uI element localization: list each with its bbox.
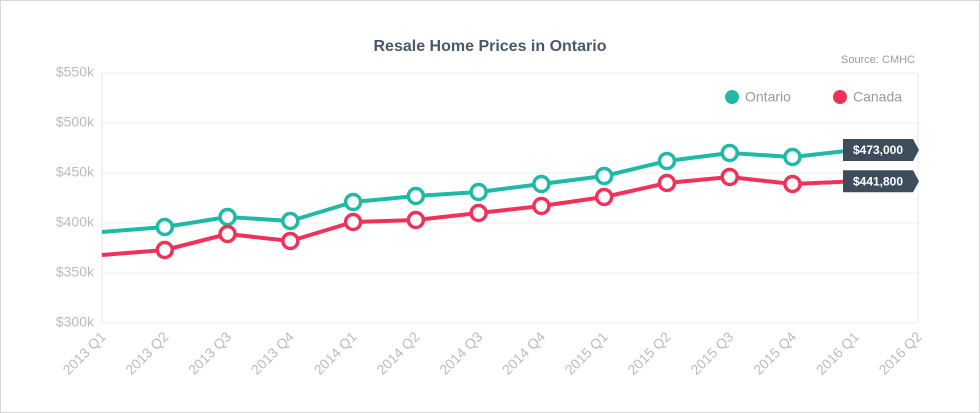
value-label: $473,000 — [853, 143, 903, 157]
point — [594, 166, 614, 186]
point — [657, 151, 677, 171]
point — [783, 147, 802, 167]
point — [532, 174, 551, 194]
point — [281, 211, 300, 231]
y-tick-label: $400k — [56, 214, 95, 230]
point — [343, 192, 363, 212]
point — [720, 143, 739, 163]
point — [657, 173, 677, 193]
value-label-box — [843, 170, 919, 193]
point — [720, 167, 739, 187]
point — [155, 240, 175, 260]
point — [155, 217, 175, 237]
point — [218, 224, 237, 244]
point — [406, 210, 426, 230]
point — [218, 207, 237, 227]
point — [406, 186, 426, 206]
chart-title: Resale Home Prices in Ontario — [374, 38, 607, 55]
point — [469, 182, 488, 202]
legend-label: Canada — [853, 89, 902, 105]
legend-label: Ontario — [745, 89, 791, 105]
value-label-box — [843, 139, 919, 161]
point — [469, 203, 488, 223]
y-tick-label: $300k — [56, 314, 95, 330]
value-label: $441,800 — [853, 174, 903, 188]
y-tick-label: $500k — [56, 114, 95, 130]
point — [594, 187, 614, 207]
legend-marker — [833, 90, 847, 104]
y-tick-label: $450k — [56, 164, 95, 180]
source: Source: CMHC — [841, 54, 915, 66]
y-tick-label: $350k — [56, 264, 95, 280]
y-tick-label: $550k — [56, 64, 95, 80]
point — [343, 212, 363, 232]
point — [532, 196, 551, 216]
point — [281, 231, 300, 251]
point — [783, 174, 802, 194]
legend-marker — [725, 90, 739, 104]
